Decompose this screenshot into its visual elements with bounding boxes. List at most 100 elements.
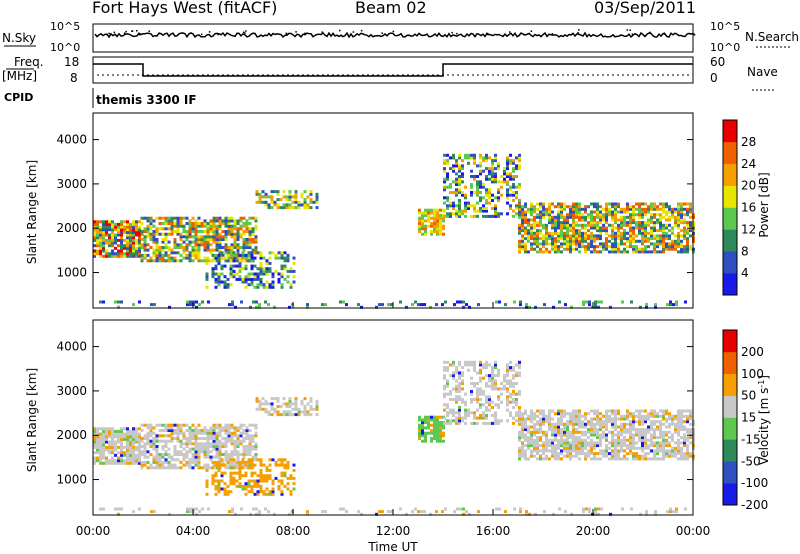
- noise-panel: [92, 23, 694, 53]
- power-cell: [194, 256, 198, 260]
- velocity-cell: [623, 414, 626, 418]
- velocity-cell: [93, 435, 96, 439]
- velocity-cell: [638, 438, 641, 442]
- power-cell: [479, 185, 482, 189]
- power-cell: [563, 207, 566, 211]
- velocity-cell: [485, 374, 488, 378]
- velocity-cell: [524, 422, 527, 426]
- power-cell: [232, 264, 236, 268]
- velocity-cell: [421, 426, 424, 430]
- velocity-cell: [689, 436, 692, 440]
- velocity-cell: [120, 437, 123, 441]
- velocity-cell: [458, 416, 461, 420]
- nsearch-point: [285, 33, 288, 35]
- power-cell: [264, 200, 268, 204]
- velocity-cell: [536, 449, 539, 453]
- power-cell: [206, 227, 210, 231]
- power-cell: [233, 246, 237, 249]
- velocity-cell: [212, 434, 216, 438]
- power-cell: [265, 267, 269, 271]
- velocity-cell: [114, 443, 117, 447]
- power-cell: [443, 201, 446, 205]
- power-cell: [182, 251, 186, 255]
- velocity-cell: [569, 422, 572, 426]
- velocity-cell: [167, 429, 171, 432]
- power-cell: [557, 231, 560, 235]
- power-cell: [224, 224, 228, 228]
- y-tick-label: 2000: [56, 221, 87, 235]
- power-cell: [611, 247, 614, 251]
- velocity-cell: [641, 454, 644, 458]
- power-cell: [560, 229, 563, 233]
- power-cell: [461, 191, 464, 194]
- power-cell: [605, 229, 608, 233]
- velocity-cell: [626, 438, 629, 442]
- velocity-cell: [665, 425, 668, 429]
- power-cell: [485, 207, 488, 210]
- power-cell: [209, 230, 213, 233]
- velocity-cell: [132, 448, 135, 452]
- velocity-cell: [602, 430, 605, 434]
- velocity-cell: [268, 463, 272, 467]
- power-cell: [639, 305, 642, 309]
- velocity-cell: [114, 448, 117, 452]
- power-cell: [509, 153, 512, 157]
- power-cell: [244, 256, 248, 260]
- power-cell: [271, 251, 275, 255]
- power-cell: [108, 244, 111, 248]
- velocity-cell: [108, 445, 111, 449]
- power-cell: [102, 246, 105, 250]
- power-cell: [277, 277, 281, 281]
- velocity-cell: [617, 412, 620, 416]
- power-cell: [645, 305, 648, 309]
- power-cell: [129, 254, 132, 258]
- power-cell: [282, 203, 286, 207]
- power-cell: [230, 224, 234, 228]
- power-cell: [635, 250, 638, 254]
- power-cell: [143, 248, 147, 252]
- power-cell: [273, 305, 276, 309]
- velocity-cell: [677, 452, 680, 456]
- velocity-cell: [551, 428, 554, 432]
- velocity-cell: [108, 459, 111, 463]
- velocity-cell: [194, 437, 198, 440]
- velocity-cell: [188, 466, 192, 470]
- power-cell: [524, 237, 527, 241]
- power-cell: [259, 283, 263, 287]
- power-cell: [242, 248, 246, 252]
- power-cell: [668, 234, 671, 238]
- power-cell: [563, 218, 566, 222]
- power-cell: [212, 219, 216, 223]
- power-cell: [223, 264, 227, 268]
- power-cell: [560, 221, 563, 225]
- nsearch-point: [108, 32, 110, 35]
- power-cell: [217, 259, 221, 263]
- velocity-cell: [659, 414, 662, 418]
- velocity-cell: [294, 413, 298, 417]
- power-cell: [197, 253, 201, 257]
- power-cell: [143, 253, 147, 257]
- velocity-cell: [224, 453, 228, 456]
- velocity-cell: [188, 447, 192, 451]
- power-cell: [659, 250, 662, 254]
- power-cell: [446, 204, 449, 208]
- power-cell: [554, 239, 557, 243]
- power-cell: [500, 180, 503, 184]
- velocity-cell: [135, 437, 138, 441]
- velocity-cell: [620, 457, 623, 461]
- velocity-cell: [527, 425, 530, 429]
- power-cell: [680, 213, 683, 217]
- power-cell: [236, 230, 240, 233]
- power-cell: [605, 221, 608, 225]
- power-cell: [686, 221, 689, 225]
- velocity-cell: [524, 436, 527, 440]
- power-cell: [173, 251, 177, 255]
- velocity-cell: [560, 428, 563, 432]
- power-cell: [294, 195, 298, 199]
- power-cell: [138, 236, 141, 240]
- power-cell: [548, 202, 551, 206]
- colorbar-tick-label: 16: [741, 201, 756, 215]
- power-cell: [212, 238, 216, 241]
- power-cell: [99, 241, 102, 245]
